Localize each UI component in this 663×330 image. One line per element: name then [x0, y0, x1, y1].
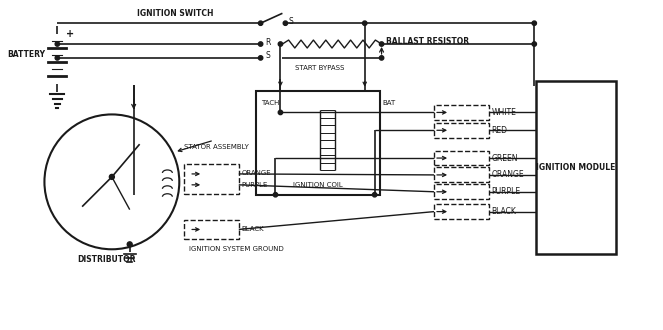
Circle shape [379, 56, 384, 60]
Circle shape [273, 193, 278, 197]
Circle shape [259, 21, 263, 25]
Text: +: + [66, 29, 74, 39]
Text: S: S [288, 17, 293, 26]
Text: BATTERY: BATTERY [8, 50, 46, 59]
Text: BLACK: BLACK [492, 207, 516, 216]
Text: R: R [266, 38, 271, 47]
Circle shape [379, 42, 384, 46]
Circle shape [55, 42, 60, 46]
Text: BLACK: BLACK [242, 226, 265, 232]
Text: TACH: TACH [261, 100, 279, 106]
Text: S: S [266, 51, 271, 60]
Text: BALLAST RESISTOR: BALLAST RESISTOR [386, 37, 469, 46]
Text: PURPLE: PURPLE [492, 187, 520, 196]
Circle shape [278, 110, 282, 115]
Text: ORANGE: ORANGE [492, 170, 524, 180]
Text: RED: RED [492, 126, 508, 135]
Text: STATOR ASSEMBLY: STATOR ASSEMBLY [184, 144, 249, 150]
Circle shape [55, 56, 60, 60]
Circle shape [532, 42, 536, 46]
Text: PURPLE: PURPLE [242, 182, 268, 188]
Circle shape [127, 242, 132, 247]
Text: IGNITION MODULE: IGNITION MODULE [536, 163, 616, 172]
Circle shape [363, 21, 367, 25]
Text: DISTRIBUTOR: DISTRIBUTOR [77, 255, 136, 264]
Circle shape [532, 21, 536, 25]
Text: IGNITION COIL: IGNITION COIL [293, 182, 343, 188]
Circle shape [259, 56, 263, 60]
Text: WHITE: WHITE [492, 108, 516, 117]
Circle shape [373, 193, 377, 197]
Circle shape [283, 21, 288, 25]
Circle shape [278, 42, 282, 46]
Bar [256, 91, 380, 195]
Text: IGNITION SWITCH: IGNITION SWITCH [137, 9, 213, 18]
Text: ORANGE: ORANGE [242, 170, 271, 176]
Bar [536, 81, 615, 254]
Text: START BYPASS: START BYPASS [295, 65, 345, 71]
Text: IGNITION SYSTEM GROUND: IGNITION SYSTEM GROUND [189, 246, 284, 252]
Text: GREEN: GREEN [492, 153, 518, 163]
Text: BAT: BAT [383, 100, 396, 106]
Circle shape [109, 175, 114, 180]
Circle shape [259, 42, 263, 46]
